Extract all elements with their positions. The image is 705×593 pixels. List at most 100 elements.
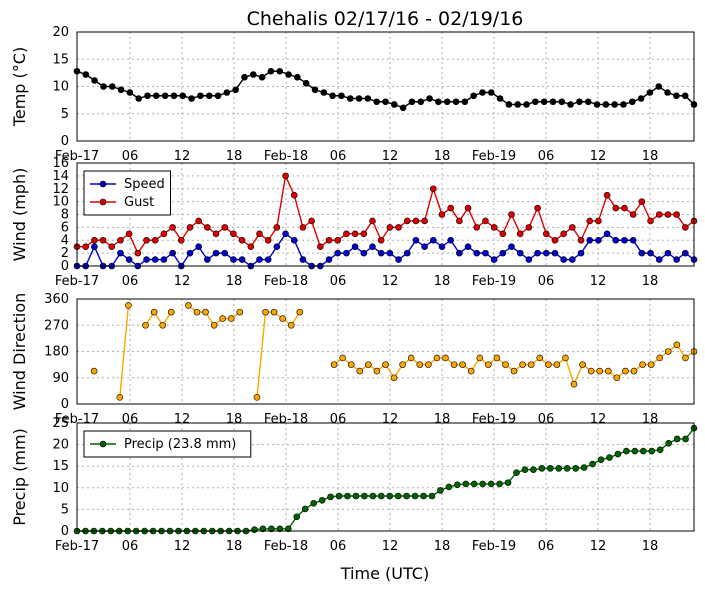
data-point: [273, 243, 281, 250]
data-point: [612, 236, 620, 244]
data-point: [377, 492, 385, 500]
data-point: [487, 480, 495, 488]
data-point: [417, 98, 425, 106]
data-point: [496, 95, 504, 102]
data-point: [639, 361, 646, 368]
data-point: [479, 480, 486, 488]
legend-marker: [99, 440, 107, 448]
x-tick-label: 06: [330, 149, 347, 164]
x-tick-label: 12: [382, 149, 399, 164]
x-tick-label: 18: [226, 274, 243, 289]
y-tick-label: 0: [61, 524, 69, 539]
x-tick-label: 18: [642, 149, 659, 164]
data-point: [382, 361, 389, 368]
x-tick-label: 12: [590, 539, 607, 554]
data-point: [555, 465, 563, 472]
x-tick-label: 06: [538, 539, 555, 554]
y-tick-label: 270: [44, 318, 69, 333]
data-point: [467, 367, 475, 375]
legend-box: [83, 170, 171, 216]
x-tick-label: 06: [538, 149, 555, 164]
data-point: [482, 249, 489, 257]
data-point: [301, 505, 309, 513]
data-point: [279, 315, 286, 322]
data-point: [562, 354, 569, 362]
x-tick-label: Feb-18: [264, 149, 308, 164]
data-point: [620, 101, 627, 108]
data-point: [221, 224, 229, 231]
data-point: [473, 224, 481, 231]
data-point: [293, 513, 301, 521]
data-point: [408, 98, 416, 106]
data-point: [238, 236, 246, 244]
data-point: [570, 380, 578, 388]
y-tick-label: 4: [61, 233, 69, 248]
data-point: [596, 367, 604, 375]
x-tick-label: Feb-17: [55, 274, 99, 289]
data-point: [613, 374, 621, 382]
data-point: [628, 98, 636, 106]
data-point: [631, 447, 639, 455]
y-tick-label: 0: [61, 397, 69, 412]
x-tick-label: 12: [174, 539, 191, 554]
data-point: [391, 101, 398, 108]
data-point: [502, 361, 509, 368]
x-tick-label: 12: [382, 539, 399, 554]
data-point: [647, 217, 654, 225]
data-point: [681, 92, 689, 100]
data-point: [655, 256, 663, 263]
data-point: [525, 224, 533, 231]
data-point: [329, 92, 336, 100]
data-point: [639, 447, 647, 455]
data-point: [249, 71, 257, 78]
data-point: [429, 185, 437, 193]
data-point: [516, 230, 524, 238]
data-point: [258, 73, 266, 81]
data-point: [251, 526, 258, 534]
data-point: [493, 354, 501, 362]
data-point: [276, 525, 284, 533]
data-point: [421, 243, 428, 250]
data-point: [519, 361, 526, 368]
data-point: [311, 86, 319, 94]
data-point: [91, 236, 98, 244]
series-line: [77, 232, 695, 268]
data-point: [586, 217, 594, 225]
data-point: [177, 236, 185, 244]
panel-4: 0 5 10 15 20 25 Feb-17 06 12 18 Feb-18 06 12 18 Feb-19…: [10, 416, 698, 554]
legend: Speed Gust: [83, 170, 171, 216]
data-point: [470, 92, 477, 100]
x-tick-label: 06: [122, 149, 139, 164]
data-point: [390, 374, 398, 382]
legend-marker: [99, 180, 107, 188]
data-point: [523, 101, 530, 108]
data-point: [682, 249, 689, 257]
x-tick-label: Feb-17: [55, 149, 99, 164]
data-point: [169, 249, 176, 257]
data-point: [318, 497, 326, 504]
data-point: [373, 367, 381, 375]
data-point: [445, 483, 453, 491]
data-point: [373, 98, 380, 106]
data-point: [532, 98, 539, 106]
data-point: [547, 465, 554, 472]
data-point: [464, 243, 472, 250]
data-point: [205, 92, 213, 100]
y-axis-label: Precip (mm): [10, 428, 29, 526]
data-point: [673, 92, 680, 100]
data-point: [646, 89, 654, 96]
data-point: [579, 361, 586, 368]
data-point: [464, 204, 472, 212]
data-point: [490, 224, 498, 231]
data-point: [188, 95, 195, 102]
series-2: [73, 172, 698, 257]
data-point: [621, 236, 628, 244]
data-point: [614, 450, 622, 458]
x-tick-label: 12: [590, 274, 607, 289]
data-point: [253, 393, 261, 401]
data-point: [403, 492, 410, 500]
data-point: [560, 256, 567, 263]
data-point: [447, 236, 454, 244]
data-point: [429, 236, 437, 244]
